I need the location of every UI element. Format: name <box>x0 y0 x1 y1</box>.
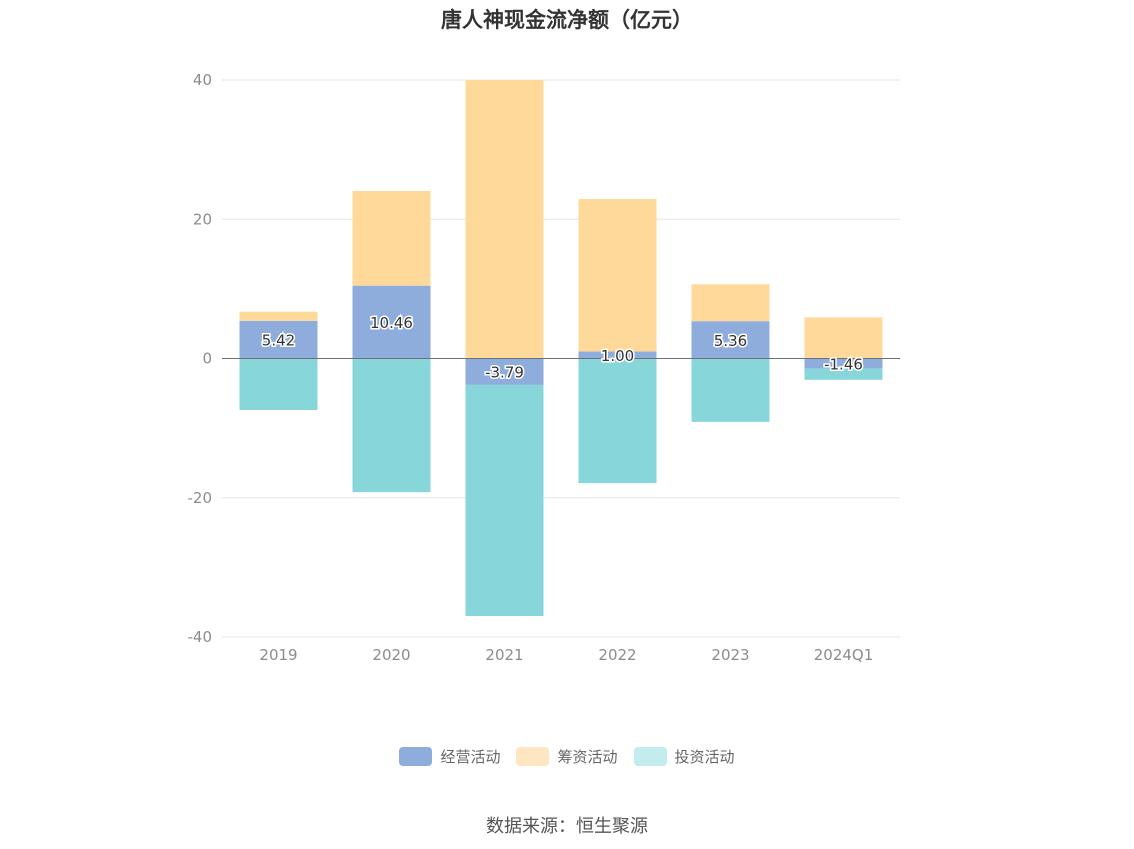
data-label: 10.46 <box>370 314 413 332</box>
legend-swatch <box>633 747 667 766</box>
x-axis-ticks: 2019 2020 2021 2022 2023 2024Q1 <box>259 646 873 664</box>
y-tick-label: 40 <box>193 71 212 89</box>
bar-筹资活动-2020 <box>352 190 431 286</box>
legend-item[interactable]: 投资活动 <box>633 746 735 767</box>
bar-投资活动-2024Q1 <box>804 368 883 380</box>
legend-item[interactable]: 筹资活动 <box>516 746 618 767</box>
bar-投资活动-2020 <box>352 358 431 493</box>
bar-经营活动-2019 <box>239 320 318 359</box>
y-tick-label: 0 <box>202 350 212 368</box>
bars <box>239 80 883 617</box>
y-tick-label: -40 <box>188 628 213 646</box>
bar-经营活动-2022 <box>578 351 657 359</box>
legend-item[interactable]: 经营活动 <box>399 746 500 767</box>
bar-经营活动-2023 <box>691 321 770 359</box>
data-label: 1.00 <box>601 347 634 365</box>
source-note: 数据来源：恒生聚源 <box>486 816 648 837</box>
legend-swatch <box>516 747 550 766</box>
bar-经营活动-2020 <box>352 285 431 359</box>
x-tick-label: 2022 <box>598 646 636 664</box>
legend-label: 筹资活动 <box>557 748 618 766</box>
bar-投资活动-2021 <box>465 384 544 617</box>
x-tick-label: 2019 <box>259 646 297 664</box>
chart-title: 唐人神现金流净额（亿元） <box>441 8 693 32</box>
data-label: 5.36 <box>714 332 747 350</box>
bar-投资活动-2022 <box>578 358 657 484</box>
y-tick-label: 20 <box>193 210 212 228</box>
bar-筹资活动-2023 <box>691 284 770 322</box>
bar-投资活动-2019 <box>239 358 318 411</box>
data-label: -3.79 <box>485 364 524 382</box>
bar-筹资活动-2019 <box>239 311 318 321</box>
x-tick-label: 2024Q1 <box>814 646 874 664</box>
x-tick-label: 2021 <box>485 646 523 664</box>
legend: 经营活动 筹资活动 投资活动 <box>0 746 1134 767</box>
bar-筹资活动-2021 <box>465 80 544 359</box>
bar-筹资活动-2022 <box>578 199 657 352</box>
bar-经营活动-2021 <box>465 358 544 385</box>
x-tick-label: 2023 <box>711 646 749 664</box>
legend-label: 投资活动 <box>674 748 735 766</box>
x-tick-label: 2020 <box>372 646 410 664</box>
bar-筹资活动-2024Q1 <box>804 317 883 359</box>
y-axis-ticks: 40 20 0 -20 -40 <box>188 71 213 646</box>
data-label: -1.46 <box>824 356 863 374</box>
data-label: 5.42 <box>262 332 295 350</box>
bar-经营活动-2024Q1 <box>804 358 883 369</box>
legend-swatch <box>399 747 433 766</box>
y-tick-label: -20 <box>188 489 213 507</box>
legend-label: 经营活动 <box>440 748 501 766</box>
data-labels: 5.42 10.46 -3.79 1.00 5.36 -1.46 <box>260 313 864 384</box>
bar-投资活动-2023 <box>691 358 770 422</box>
grid-lines <box>222 79 900 638</box>
